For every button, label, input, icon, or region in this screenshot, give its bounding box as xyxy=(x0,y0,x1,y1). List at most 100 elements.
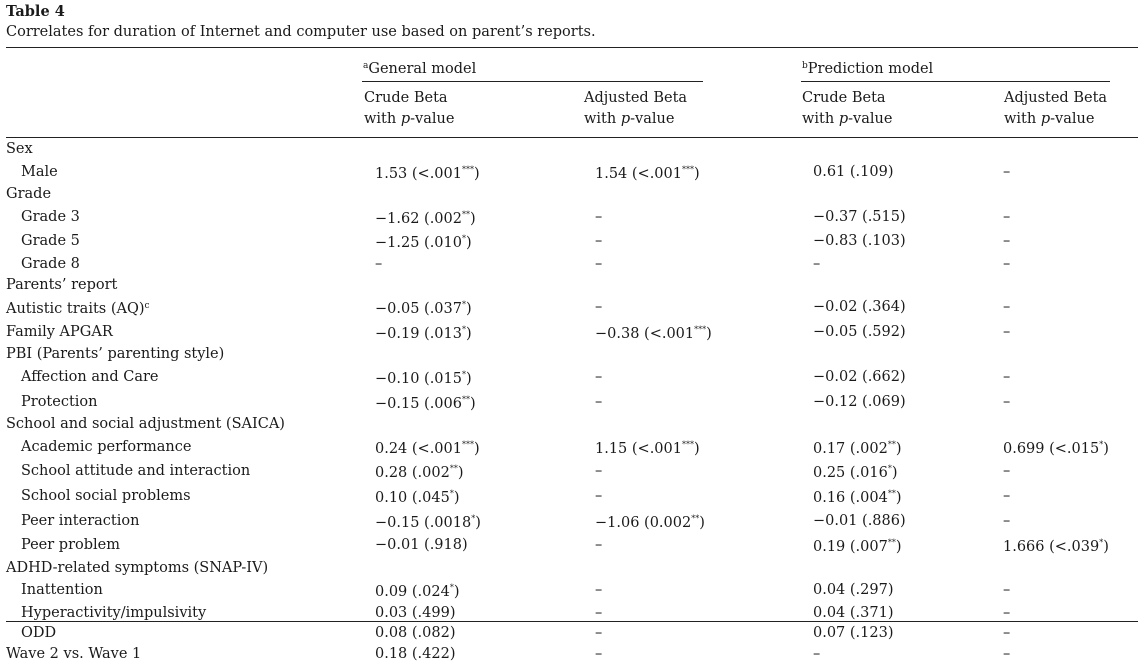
table-cell: – xyxy=(581,365,801,390)
row-label-text: Autistic traits (AQ) xyxy=(6,300,145,317)
cell-value: – xyxy=(813,646,821,663)
table-cell: – xyxy=(1001,623,1138,644)
cell-close-paren: ) xyxy=(457,465,464,482)
cell-value: – xyxy=(375,255,383,272)
table-row: Affection and Care −0.10 (.015*) – −0.02 (.… xyxy=(6,365,1138,390)
cell-value: – xyxy=(595,208,603,225)
cell-value: 0.16 (.004 xyxy=(813,489,888,506)
col-header-suffix: -value xyxy=(848,111,893,127)
significance-marker: * xyxy=(471,513,476,523)
table-cell: – xyxy=(581,390,801,415)
table-cell xyxy=(363,184,581,205)
table-cell: – xyxy=(581,229,801,254)
table-cell xyxy=(801,275,1001,296)
row-label: Family APGAR xyxy=(6,320,363,345)
cell-value: −0.38 (<.001 xyxy=(595,325,695,342)
cell-value: 0.04 (.297) xyxy=(813,582,894,599)
cell-value: 0.24 (<.001 xyxy=(375,440,462,457)
row-label-text: Grade 5 xyxy=(21,233,80,250)
cell-close-paren: ) xyxy=(1103,539,1109,556)
table-cell: 1.54 (<.001***) xyxy=(581,160,801,185)
row-label: Grade xyxy=(6,184,363,205)
table-cell: – xyxy=(1001,509,1138,534)
col-header-suffix: -value xyxy=(410,111,455,127)
table-cell: −0.02 (.662) xyxy=(801,365,1001,390)
table-cell: – xyxy=(581,254,801,275)
row-label-text: School social problems xyxy=(21,487,191,504)
table-row: Grade 8 – – – – xyxy=(6,254,1138,275)
table-cell xyxy=(801,139,1001,160)
table-cell xyxy=(1001,344,1138,365)
table-cell: −1.06 (0.002**) xyxy=(581,509,801,534)
significance-marker: *** xyxy=(462,439,474,449)
cell-value: – xyxy=(1003,604,1011,621)
row-label: Grade 5 xyxy=(6,229,363,254)
significance-marker: * xyxy=(462,369,466,379)
table-cell: 0.17 (.002**) xyxy=(801,435,1001,460)
general-model-label: General model xyxy=(368,61,477,77)
row-label-text: Wave 2 vs. Wave 1 xyxy=(6,646,142,663)
cell-value: −1.25 (.010 xyxy=(375,235,462,252)
cell-close-paren: ) xyxy=(470,395,476,412)
table-cell: – xyxy=(1001,459,1138,484)
cell-close-paren: ) xyxy=(474,440,480,457)
row-label-text: Peer problem xyxy=(21,537,121,554)
row-label: PBI (Parents’ parenting style) xyxy=(6,344,363,365)
table-cell xyxy=(363,558,581,579)
cell-value: −0.05 (.037 xyxy=(375,301,462,318)
significance-marker: * xyxy=(449,583,454,593)
row-label-text: Grade xyxy=(6,186,52,203)
table-cell: 0.28 (.002**) xyxy=(363,459,581,484)
cell-close-paren: ) xyxy=(895,440,902,457)
table-row: Grade xyxy=(6,184,1138,205)
table-cell: – xyxy=(581,533,801,558)
table-row: Protection −0.15 (.006**) – −0.12 (.069) – xyxy=(6,390,1138,415)
table-cell: – xyxy=(581,484,801,509)
cell-close-paren: ) xyxy=(895,539,902,556)
table-cell: – xyxy=(1001,320,1138,345)
table-row: Academic performance 0.24 (<.001***) 1.15 … xyxy=(6,435,1138,460)
table-cell: – xyxy=(1001,295,1138,320)
table-cell xyxy=(1001,275,1138,296)
cell-close-paren: ) xyxy=(453,584,460,601)
table-row: Autistic traits (AQ)c −0.05 (.037*) – −0.02… xyxy=(6,295,1138,320)
cell-close-paren: ) xyxy=(470,210,476,227)
significance-marker: * xyxy=(887,464,892,474)
col-header-p: p xyxy=(620,111,631,127)
table-cell: −0.02 (.364) xyxy=(801,295,1001,320)
table-row: Sex xyxy=(6,139,1138,160)
table-cell xyxy=(363,344,581,365)
row-label: Academic performance xyxy=(6,435,363,460)
table-cell: 0.09 (.024*) xyxy=(363,578,581,603)
cell-close-paren: ) xyxy=(694,165,700,182)
table-row: Parents’ report xyxy=(6,275,1138,296)
cell-value: – xyxy=(595,463,603,480)
table-row: ADHD-related symptoms (SNAP-IV) xyxy=(6,558,1138,579)
table-cell: 0.24 (<.001***) xyxy=(363,435,581,460)
table-row: Wave 2 vs. Wave 1 0.18 (.422) – – – xyxy=(6,644,1138,665)
table-cell xyxy=(581,139,801,160)
table-cell: 0.16 (.004**) xyxy=(801,484,1001,509)
significance-marker: * xyxy=(449,488,454,498)
table-cell: – xyxy=(581,644,801,665)
table-cell xyxy=(1001,414,1138,435)
row-label: ADHD-related symptoms (SNAP-IV) xyxy=(6,558,363,579)
table-row: Inattention 0.09 (.024*) –0.04 (.297) – xyxy=(6,578,1138,603)
cell-value: −0.05 (.592) xyxy=(813,323,906,340)
table-cell xyxy=(801,414,1001,435)
cell-value: −0.37 (.515) xyxy=(813,208,906,225)
row-label-text: ADHD-related symptoms (SNAP-IV) xyxy=(6,559,269,576)
table-cell: −0.12 (.069) xyxy=(801,390,1001,415)
cell-value: −0.15 (.006 xyxy=(375,395,462,412)
cell-close-paren: ) xyxy=(1103,440,1109,457)
table-row: Grade 3 −1.62 (.002**) – −0.37 (.515) – xyxy=(6,205,1138,230)
cell-value: 0.18 (.422) xyxy=(375,646,456,663)
table-row: PBI (Parents’ parenting style) xyxy=(6,344,1138,365)
row-label: ODD xyxy=(6,623,363,644)
cell-value: – xyxy=(595,368,603,385)
cell-value: – xyxy=(1003,582,1011,599)
cell-value: 0.04 (.371) xyxy=(813,604,894,621)
cell-value: −0.01 (.918) xyxy=(375,537,468,554)
cell-value: −0.12 (.069) xyxy=(813,393,906,410)
row-label: Male xyxy=(6,160,363,185)
